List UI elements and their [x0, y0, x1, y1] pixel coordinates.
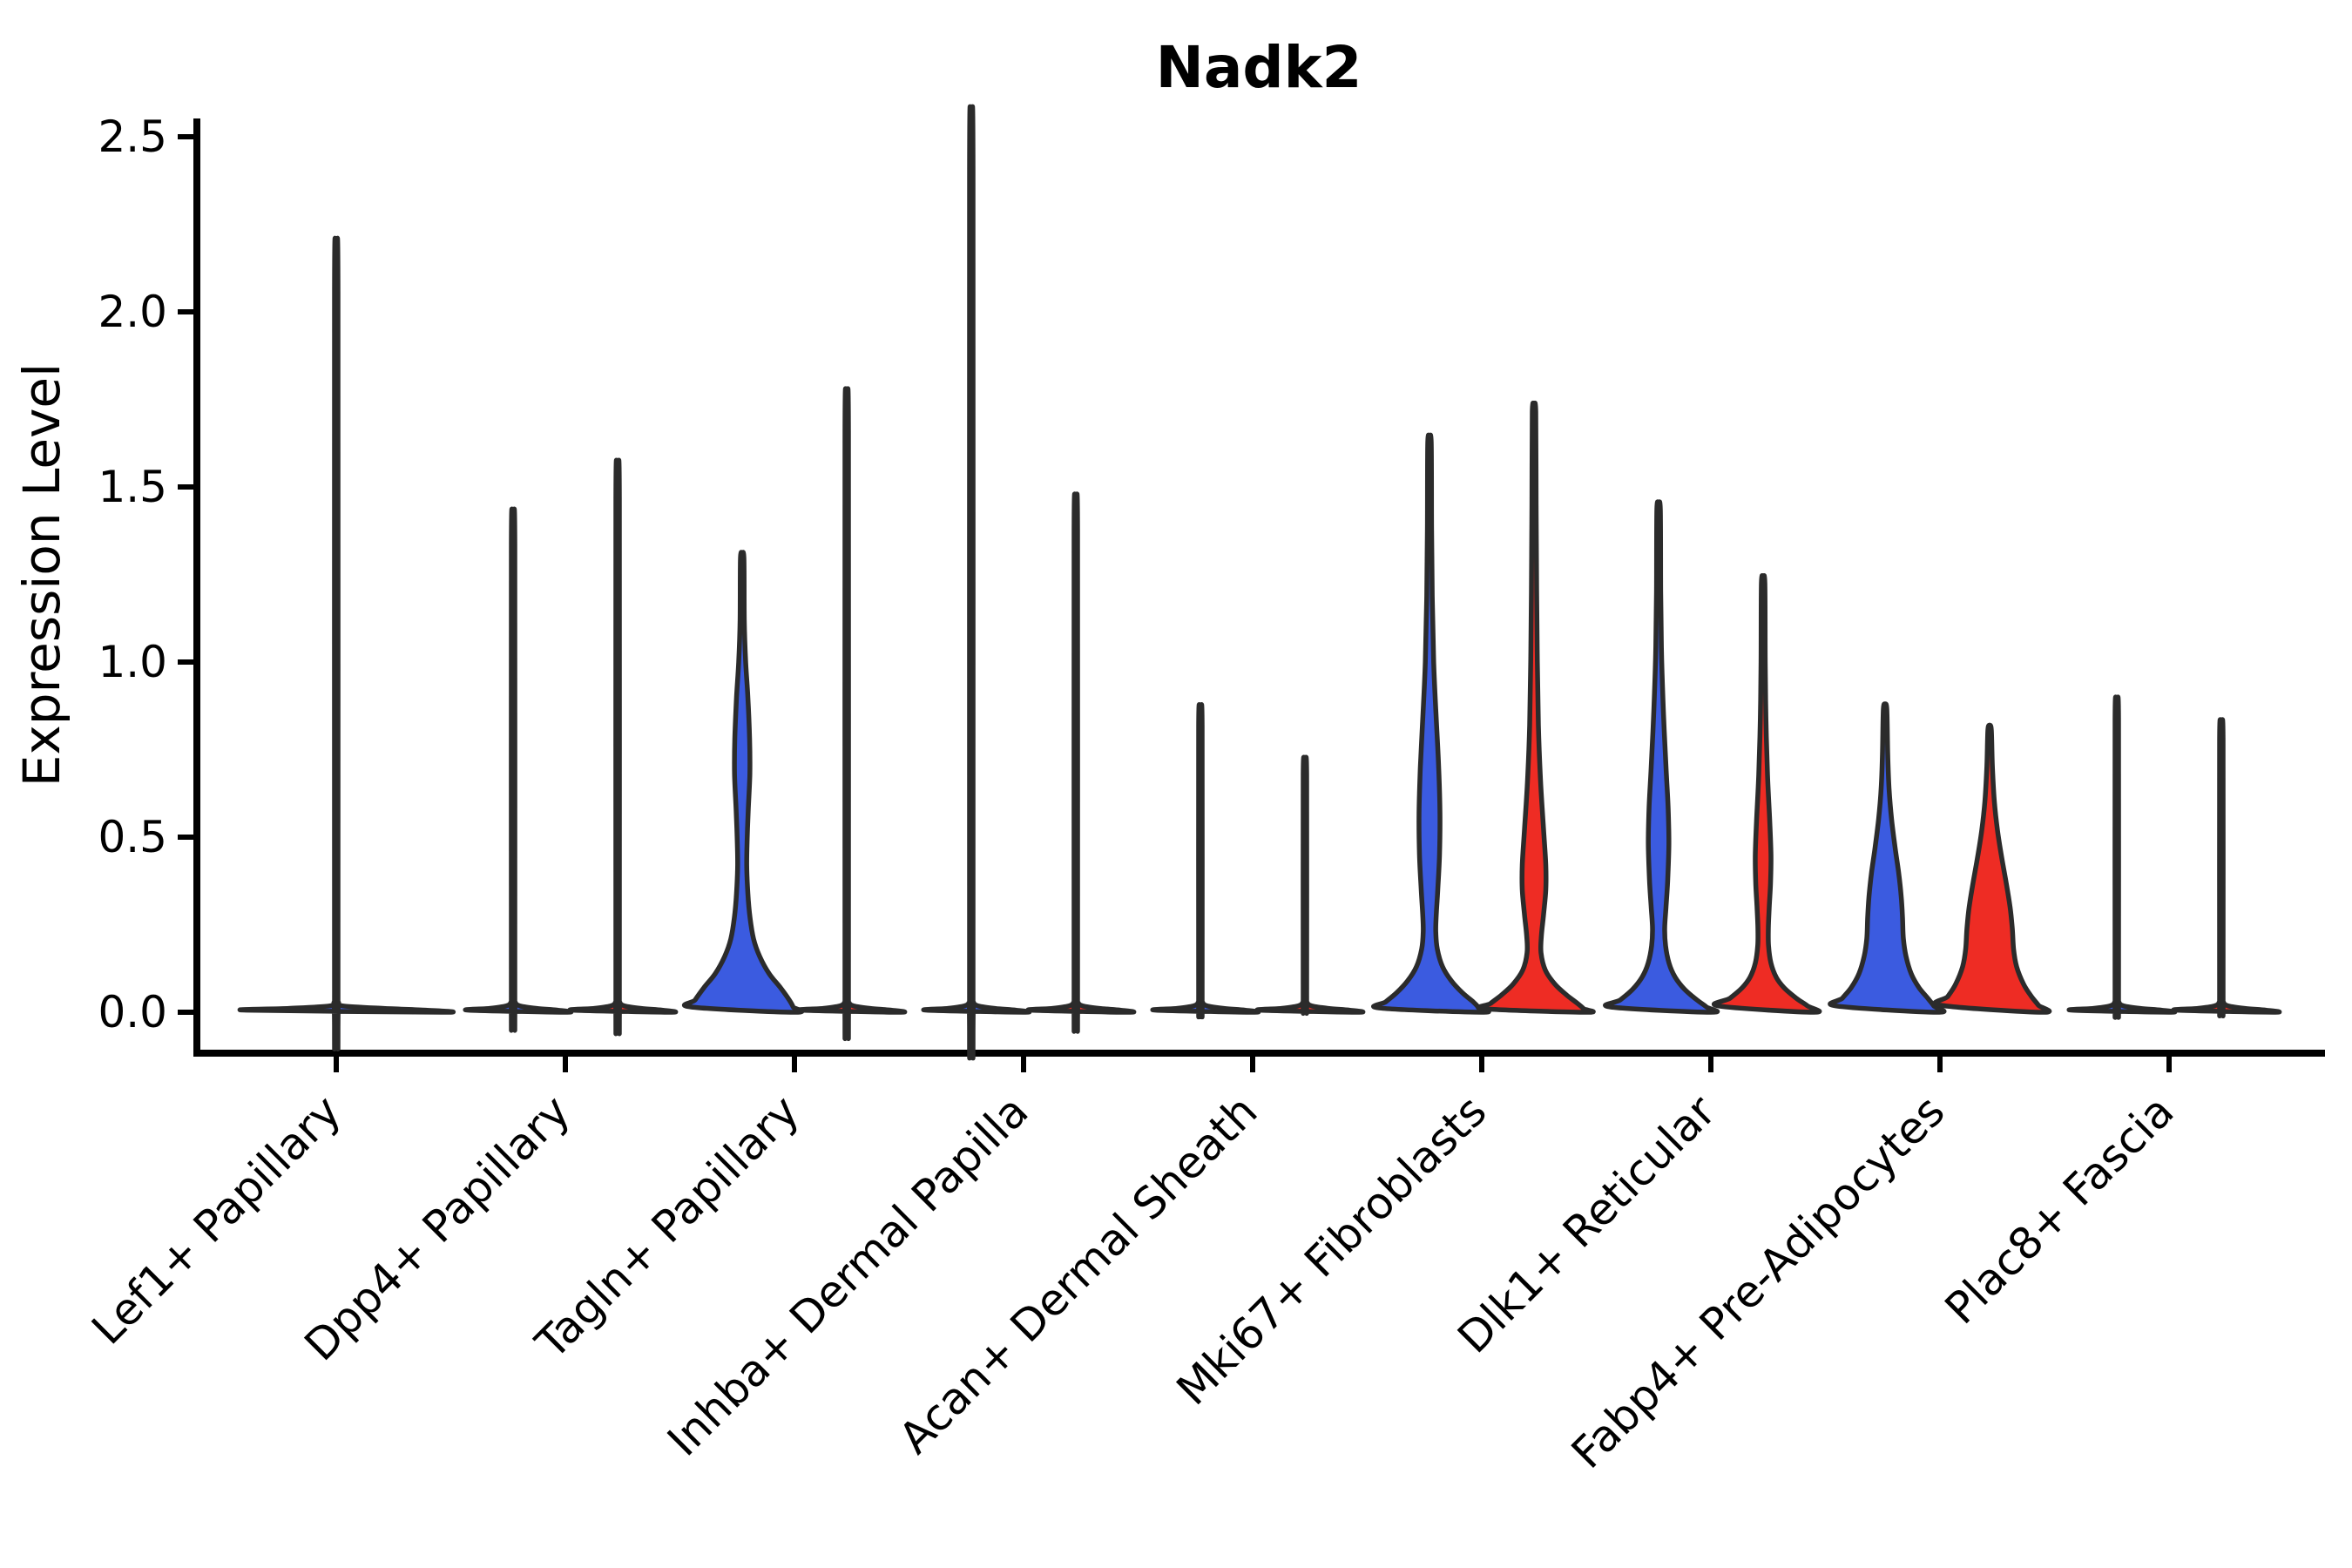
violin-plac8-group-2: [2171, 717, 2282, 1018]
x-tick-label: Fabp4+ Pre-Adipocytes: [1562, 1085, 1955, 1478]
violin-mki67-group-2: [1476, 400, 1596, 1015]
violin-acan-group-2: [1254, 754, 1366, 1016]
violin-acan-group-1: [1150, 702, 1261, 1020]
y-tick-label: 1.5: [98, 462, 167, 512]
violin-inhba-group-1: [921, 104, 1032, 1061]
violin-plac8-group-1: [2066, 694, 2178, 1020]
x-tick-label: Lef1+ Papillary: [82, 1085, 350, 1354]
chart-title: Nadk2: [1156, 34, 1362, 101]
violin-tagln-group-1: [682, 550, 805, 1015]
violin-dpp4-group-2: [567, 457, 679, 1037]
y-tick-label: 0.5: [98, 812, 167, 862]
y-tick-label: 2.0: [98, 287, 167, 337]
violin-dpp4-group-1: [463, 506, 574, 1033]
y-tick-label: 0.0: [98, 987, 167, 1037]
violin-lef1-group-1: [237, 235, 456, 1051]
violin-dlk1-group-1: [1603, 499, 1720, 1015]
violin-fabp4-group-2: [1932, 722, 2052, 1015]
y-tick-label: 1.0: [98, 637, 167, 687]
violin-layer: [237, 104, 2282, 1061]
x-tick-label: Plac8+ Fascia: [1936, 1085, 2184, 1334]
violin-mki67-group-1: [1371, 432, 1491, 1015]
violin-tagln-group-2: [796, 386, 908, 1041]
violin-inhba-group-2: [1025, 491, 1137, 1034]
violin-dlk1-group-2: [1711, 573, 1822, 1015]
violin-fabp4-group-1: [1828, 701, 1947, 1015]
y-axis-label: Expression Level: [12, 363, 71, 787]
y-tick-label: 2.5: [98, 112, 167, 162]
